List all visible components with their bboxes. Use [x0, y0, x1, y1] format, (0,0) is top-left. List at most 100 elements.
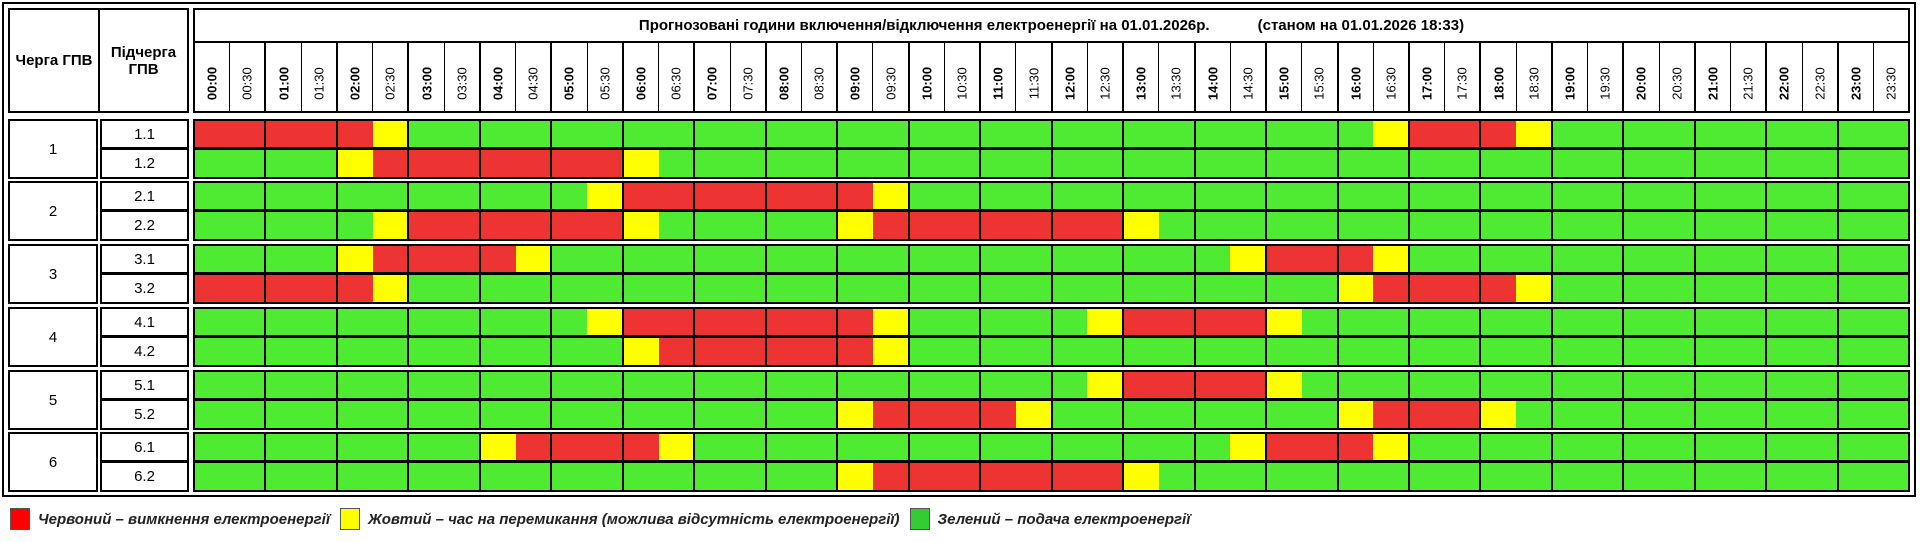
schedule-cell-on [372, 309, 408, 335]
schedule-cell-on [1873, 463, 1909, 490]
schedule-cell-on [229, 372, 265, 398]
schedule-cell-on [444, 434, 479, 460]
schedule-cell-on [801, 463, 837, 490]
schedule-cell-on [1336, 463, 1374, 490]
time-label: 01:30 [302, 43, 337, 111]
queue-group: 1 1.1 1.2 [8, 119, 1910, 179]
schedule-cell-on [478, 121, 516, 147]
time-label-text: 02:30 [382, 67, 398, 100]
schedule-cell-on [836, 275, 873, 302]
schedule-cell-on [1265, 150, 1302, 177]
schedule-cell-off [944, 401, 980, 428]
schedule-cell-off [1407, 121, 1445, 147]
schedule-cell-off [621, 309, 659, 335]
schedule-cell-off [444, 212, 479, 239]
time-label-text: 16:30 [1383, 67, 1399, 100]
schedule-cell-off [872, 401, 908, 428]
schedule-cell-on [1873, 434, 1909, 460]
schedule-cell-switching [836, 463, 873, 490]
schedule-cell-on [1587, 338, 1623, 365]
schedule-cell-on [944, 338, 980, 365]
schedule-cell-off [621, 183, 659, 209]
schedule-cell-switching [1516, 275, 1551, 302]
schedule-cell-on [1193, 212, 1231, 239]
schedule-cell-on [764, 434, 802, 460]
schedule-cell-on [1659, 309, 1694, 335]
time-label: 00:00 [195, 43, 231, 111]
schedule-cell-on [1193, 434, 1231, 460]
subqueue-label: 5.2 [100, 399, 189, 430]
schedule-cell-on [550, 338, 588, 365]
schedule-cell-on [1301, 338, 1337, 365]
time-label: 04:00 [479, 43, 517, 111]
subqueue-label: 4.2 [100, 336, 189, 367]
schedule-cell-on [1050, 338, 1088, 365]
schedule-cell-on [1230, 150, 1266, 177]
schedule-cell-on [693, 150, 731, 177]
subqueue-label: 4.1 [100, 307, 189, 337]
schedule-cell-on [1444, 434, 1480, 460]
time-label-text: 17:30 [1454, 67, 1470, 100]
schedule-cell-on [1587, 275, 1623, 302]
time-label: 10:00 [908, 43, 945, 111]
schedule-cell-off [1122, 372, 1159, 398]
schedule-cell-on [1158, 434, 1194, 460]
schedule-cell-on [658, 121, 694, 147]
schedule-cell-off [1265, 246, 1302, 272]
schedule-cell-off [478, 246, 516, 272]
schedule-cell-on [1373, 183, 1408, 209]
schedule-cell-on [1765, 463, 1803, 490]
schedule-cell-on [550, 246, 588, 272]
schedule-cell-on [1693, 372, 1731, 398]
schedule-cell-on [1193, 183, 1231, 209]
schedule-cell-on [264, 183, 302, 209]
schedule-cell-on [444, 338, 479, 365]
schedule-cell-on [1587, 463, 1623, 490]
schedule-cell-on [1622, 212, 1660, 239]
time-label: 04:30 [516, 43, 552, 111]
time-label: 16:00 [1337, 43, 1374, 111]
schedule-cell-on [1301, 401, 1337, 428]
time-label-text: 08:00 [776, 66, 792, 101]
time-label-text: 10:30 [954, 67, 970, 100]
schedule-cell-on [1802, 309, 1837, 335]
schedule-cell-on [1230, 121, 1266, 147]
schedule-cell-on [1087, 246, 1123, 272]
time-label-text: 20:30 [1669, 67, 1685, 100]
schedule-cell-on [1659, 275, 1694, 302]
schedule-cell-on [730, 121, 765, 147]
schedule-cell-on [907, 183, 945, 209]
schedule-cell-on [1693, 121, 1731, 147]
schedule-cell-on [478, 338, 516, 365]
schedule-cell-on [907, 434, 945, 460]
schedule-cell-switching [372, 275, 408, 302]
schedule-cell-on [693, 434, 731, 460]
schedule-cell-off [872, 463, 908, 490]
schedule-cell-off [1158, 309, 1194, 335]
schedule-cell-on [1444, 183, 1480, 209]
schedule-cell-on [1765, 150, 1803, 177]
schedule-cell-on [264, 338, 302, 365]
schedule-cell-on [444, 183, 479, 209]
schedule-cell-on [1122, 246, 1159, 272]
schedule-cell-on [1050, 434, 1088, 460]
schedule-cell-off [587, 434, 622, 460]
schedule-cell-on [1407, 309, 1445, 335]
schedule-cell-on [907, 275, 945, 302]
schedule-cell-on [872, 275, 908, 302]
schedule-cell-on [444, 463, 479, 490]
schedule-cell-off [621, 434, 659, 460]
legend: Червоний – вимкнення електроенергії Жовти… [10, 508, 1200, 530]
schedule-cell-on [444, 401, 479, 428]
schedule-cell-off [478, 150, 516, 177]
schedule-cell-off [1301, 246, 1337, 272]
schedule-cell-switching [621, 212, 659, 239]
schedule-cell-on [872, 372, 908, 398]
schedule-cell-off [801, 309, 837, 335]
schedule-cell-on [979, 150, 1016, 177]
schedule-cell-on [1087, 275, 1123, 302]
schedule-cell-on [229, 434, 265, 460]
schedule-cell-off [301, 121, 336, 147]
schedule-cell-on [195, 338, 230, 365]
schedule-cell-on [1659, 183, 1694, 209]
